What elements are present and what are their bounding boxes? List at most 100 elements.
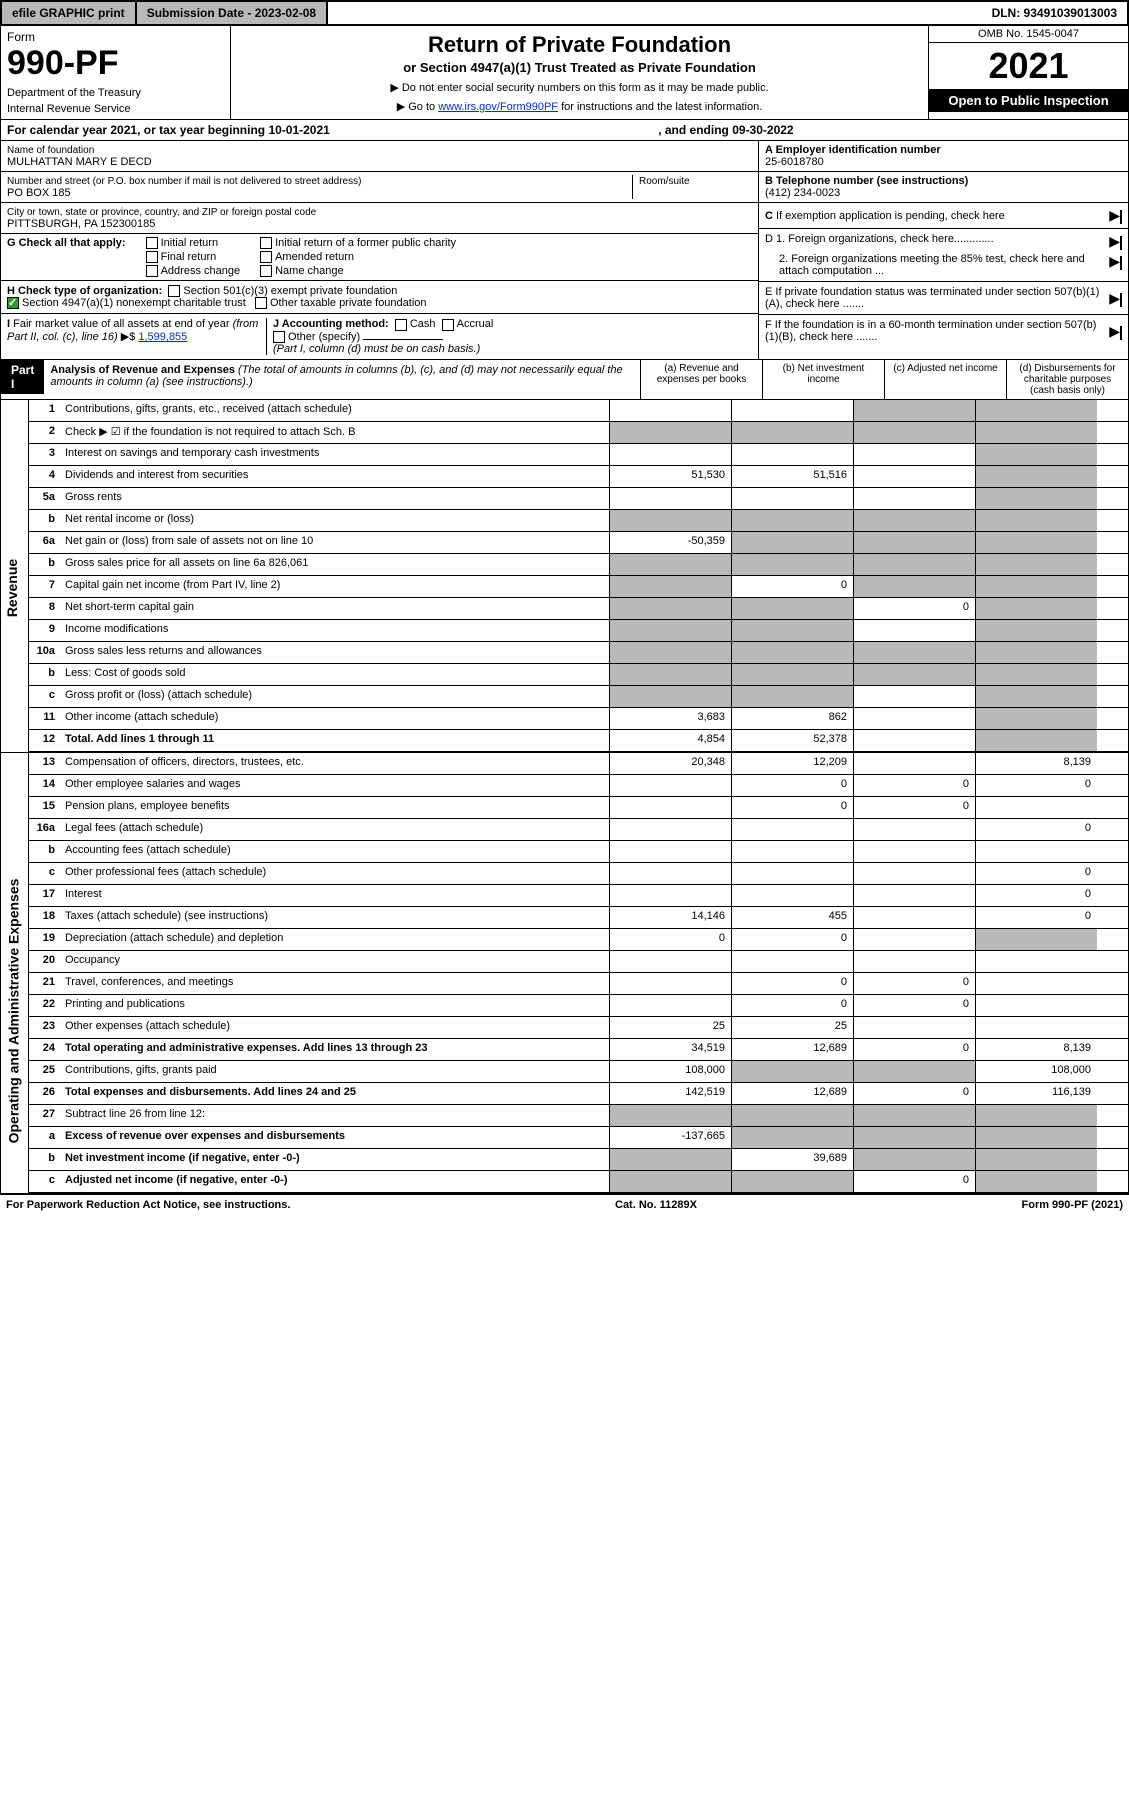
cal-begin: For calendar year 2021, or tax year begi…: [7, 123, 330, 137]
submission-date: Submission Date - 2023-02-08: [137, 2, 328, 24]
table-row: cGross profit or (loss) (attach schedule…: [29, 686, 1128, 708]
section-h: H Check type of organization: Section 50…: [1, 281, 758, 314]
table-row: 10aGross sales less returns and allowanc…: [29, 642, 1128, 664]
form-label: Form: [7, 30, 224, 44]
city-label: City or town, state or province, country…: [7, 207, 316, 218]
cb-other-tax[interactable]: [255, 297, 267, 309]
table-row: 19Depreciation (attach schedule) and dep…: [29, 929, 1128, 951]
c-label: If exemption application is pending, che…: [776, 210, 1005, 222]
f-row: F If the foundation is in a 60-month ter…: [759, 315, 1128, 347]
cb-4947[interactable]: [7, 297, 19, 309]
room-label: Room/suite: [639, 176, 690, 187]
form-subtitle: or Section 4947(a)(1) Trust Treated as P…: [237, 60, 922, 75]
h-501: Section 501(c)(3) exempt private foundat…: [183, 285, 397, 297]
d2-checkbox[interactable]: [1120, 256, 1122, 270]
g-final: Final return: [161, 251, 217, 263]
dln: DLN: 93491039013003: [982, 2, 1127, 24]
table-row: 20Occupancy: [29, 951, 1128, 973]
table-row: 11Other income (attach schedule)3,683862: [29, 708, 1128, 730]
table-row: 22Printing and publications00: [29, 995, 1128, 1017]
part1-badge: Part I: [1, 360, 44, 394]
h-other: Other taxable private foundation: [270, 297, 427, 309]
form-footer: Form 990-PF (2021): [1022, 1199, 1123, 1211]
h-label: H Check type of organization:: [7, 285, 162, 297]
revenue-table: Revenue 1Contributions, gifts, grants, e…: [0, 400, 1129, 753]
cb-initial-former[interactable]: [260, 237, 272, 249]
d1-checkbox[interactable]: [1120, 236, 1122, 250]
g-address: Address change: [161, 265, 241, 277]
cb-initial[interactable]: [146, 237, 158, 249]
table-row: 26Total expenses and disbursements. Add …: [29, 1083, 1128, 1105]
f-checkbox[interactable]: [1120, 326, 1122, 340]
footer: For Paperwork Reduction Act Notice, see …: [0, 1194, 1129, 1215]
cb-address[interactable]: [146, 265, 158, 277]
table-row: cOther professional fees (attach schedul…: [29, 863, 1128, 885]
j-note: (Part I, column (d) must be on cash basi…: [273, 343, 480, 355]
section-g: G Check all that apply: Initial return F…: [1, 234, 758, 281]
e-label: E If private foundation status was termi…: [765, 286, 1109, 310]
table-row: 5aGross rents: [29, 488, 1128, 510]
table-row: 13Compensation of officers, directors, t…: [29, 753, 1128, 775]
h-4947: Section 4947(a)(1) nonexempt charitable …: [22, 297, 246, 309]
table-row: 7Capital gain net income (from Part IV, …: [29, 576, 1128, 598]
phone: (412) 234-0023: [765, 187, 840, 199]
cb-name-change[interactable]: [260, 265, 272, 277]
col-d-hdr: (d) Disbursements for charitable purpose…: [1007, 360, 1128, 399]
table-row: 21Travel, conferences, and meetings00: [29, 973, 1128, 995]
calendar-year-row: For calendar year 2021, or tax year begi…: [0, 120, 1129, 141]
table-row: bNet investment income (if negative, ent…: [29, 1149, 1128, 1171]
form-header: Form 990-PF Department of the Treasury I…: [0, 26, 1129, 120]
table-row: 2Check ▶ ☑ if the foundation is not requ…: [29, 422, 1128, 444]
cb-amended[interactable]: [260, 251, 272, 263]
g-label: G Check all that apply:: [7, 237, 126, 249]
tax-year: 2021: [929, 43, 1128, 89]
g-initial-former: Initial return of a former public charit…: [275, 237, 456, 249]
table-row: 18Taxes (attach schedule) (see instructi…: [29, 907, 1128, 929]
table-row: bNet rental income or (loss): [29, 510, 1128, 532]
table-row: 27Subtract line 26 from line 12:: [29, 1105, 1128, 1127]
foundation-city: PITTSBURGH, PA 152300185: [7, 218, 155, 230]
omb-number: OMB No. 1545-0047: [929, 26, 1128, 43]
ein: 25-6018780: [765, 156, 824, 168]
cb-accrual[interactable]: [442, 319, 454, 331]
table-row: 14Other employee salaries and wages000: [29, 775, 1128, 797]
col-c-hdr: (c) Adjusted net income: [885, 360, 1007, 399]
col-b-hdr: (b) Net investment income: [763, 360, 885, 399]
j-cash: Cash: [410, 318, 436, 330]
table-row: 25Contributions, gifts, grants paid108,0…: [29, 1061, 1128, 1083]
table-row: 15Pension plans, employee benefits00: [29, 797, 1128, 819]
table-row: bGross sales price for all assets on lin…: [29, 554, 1128, 576]
a-label: A Employer identification number: [765, 144, 941, 156]
table-row: 17Interest0: [29, 885, 1128, 907]
foundation-name: MULHATTAN MARY E DECD: [7, 156, 152, 168]
instr-1: ▶ Do not enter social security numbers o…: [237, 81, 922, 94]
table-row: 24Total operating and administrative exp…: [29, 1039, 1128, 1061]
table-row: 6aNet gain or (loss) from sale of assets…: [29, 532, 1128, 554]
cb-other-spec[interactable]: [273, 331, 285, 343]
addr-label: Number and street (or P.O. box number if…: [7, 176, 361, 187]
cb-cash[interactable]: [395, 319, 407, 331]
efile-btn[interactable]: efile GRAPHIC print: [2, 2, 137, 24]
c-checkbox[interactable]: [1120, 210, 1122, 224]
j-accrual: Accrual: [457, 318, 494, 330]
info-grid: Name of foundation MULHATTAN MARY E DECD…: [0, 141, 1129, 360]
cat-no: Cat. No. 11289X: [615, 1199, 697, 1211]
j-other: Other (specify): [288, 331, 360, 343]
table-row: 12Total. Add lines 1 through 114,85452,3…: [29, 730, 1128, 752]
table-row: bAccounting fees (attach schedule): [29, 841, 1128, 863]
g-initial: Initial return: [161, 237, 218, 249]
e-checkbox[interactable]: [1120, 293, 1122, 307]
e-row: E If private foundation status was termi…: [759, 282, 1128, 315]
cb-501c3[interactable]: [168, 285, 180, 297]
cb-final[interactable]: [146, 251, 158, 263]
table-row: bLess: Cost of goods sold: [29, 664, 1128, 686]
table-row: aExcess of revenue over expenses and dis…: [29, 1127, 1128, 1149]
j-label: J Accounting method:: [273, 318, 389, 330]
col-a-hdr: (a) Revenue and expenses per books: [641, 360, 763, 399]
table-row: 9Income modifications: [29, 620, 1128, 642]
form990pf-link[interactable]: www.irs.gov/Form990PF: [438, 101, 558, 113]
cal-end: , and ending 09-30-2022: [658, 123, 793, 137]
open-inspection: Open to Public Inspection: [929, 89, 1128, 112]
g-amended: Amended return: [275, 251, 354, 263]
i-label: I Fair market value of all assets at end…: [7, 318, 258, 343]
